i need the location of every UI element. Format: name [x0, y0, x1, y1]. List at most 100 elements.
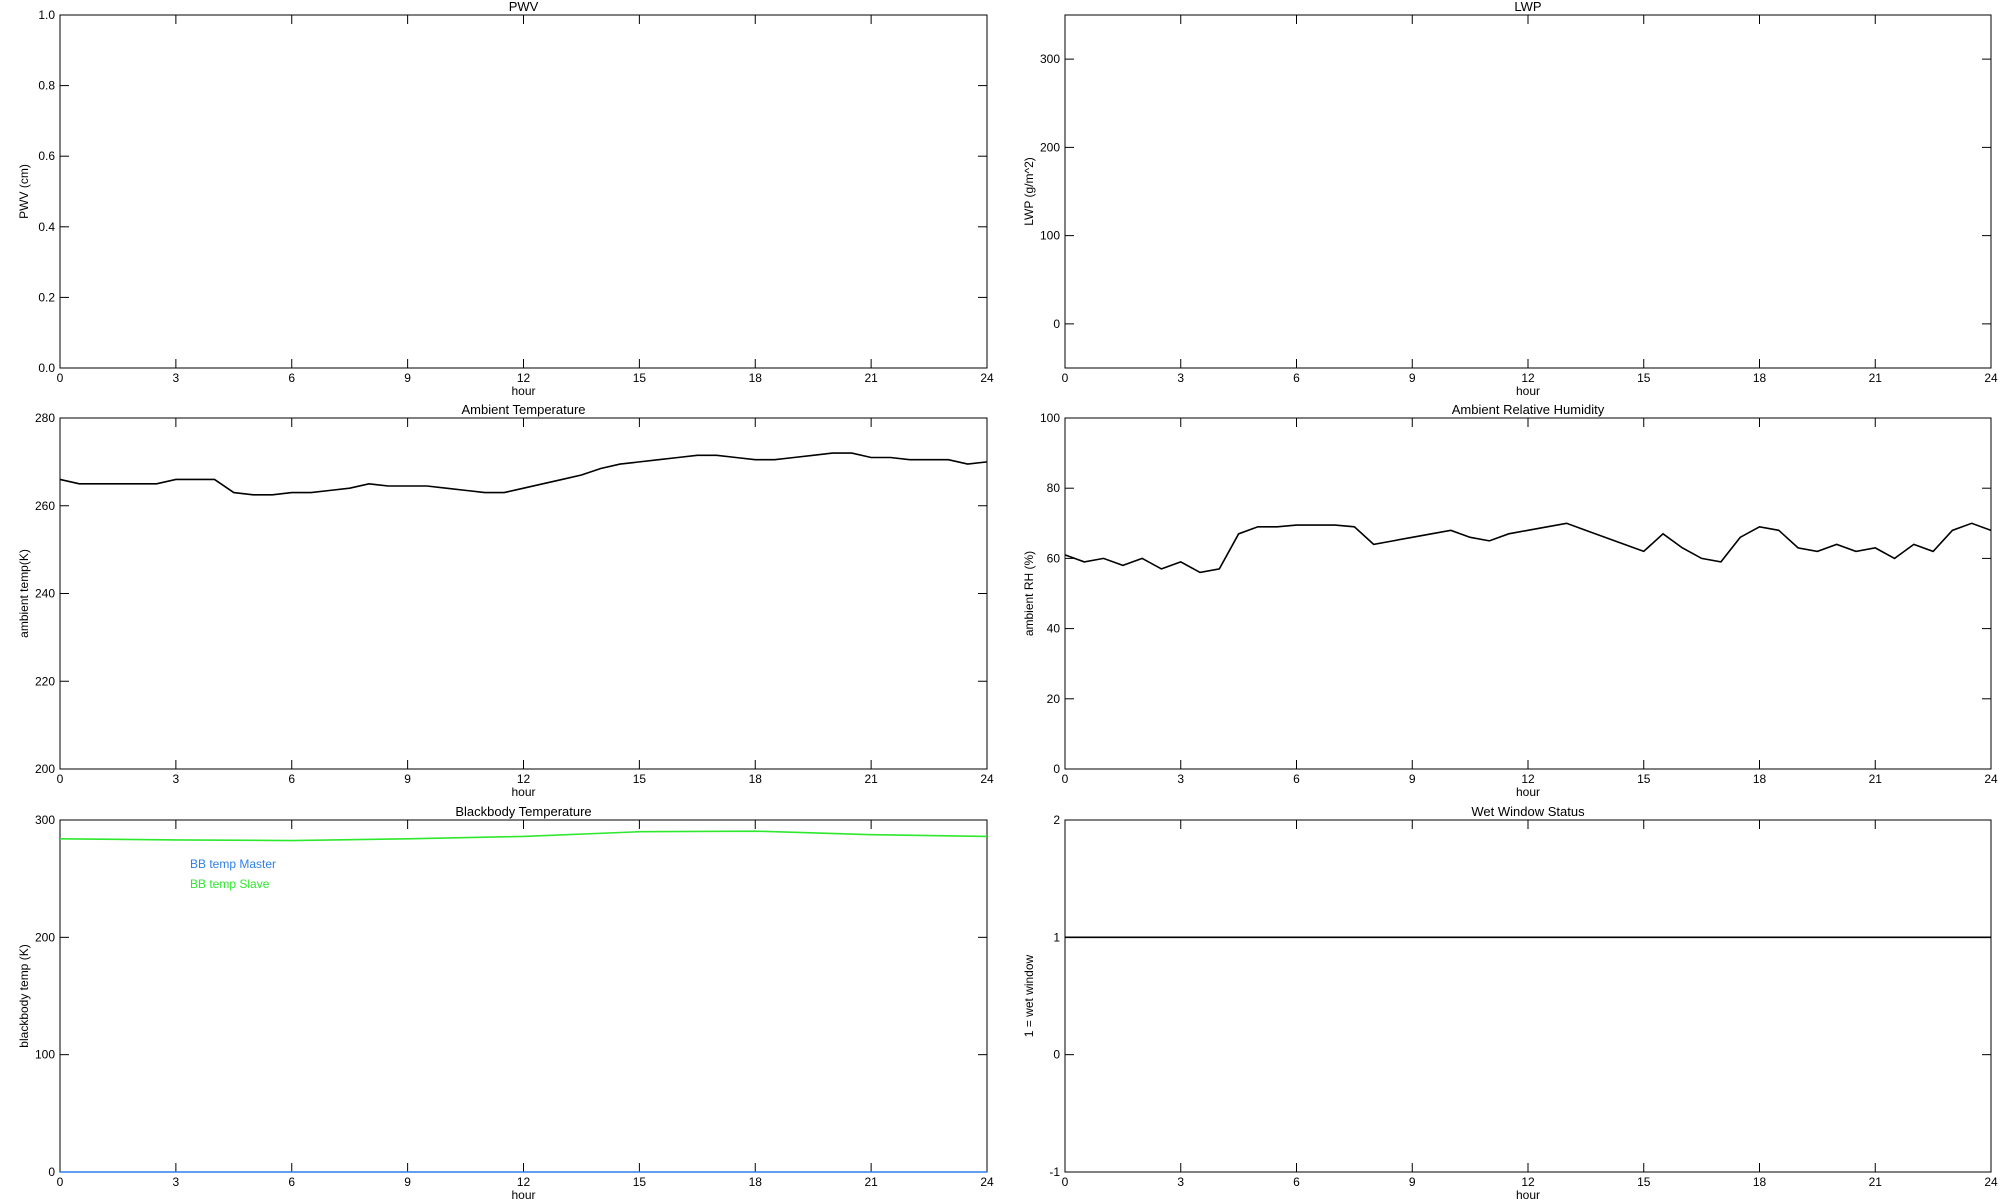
- x-tick-label: 21: [1869, 772, 1883, 786]
- plot-frame: [59, 14, 988, 369]
- y-tick-label: 100: [1040, 229, 1060, 243]
- x-tick-label: 12: [1521, 772, 1535, 786]
- x-tick-label: 21: [1869, 371, 1883, 385]
- x-tick-label: 24: [980, 1175, 994, 1189]
- chart-panel: PWV hour PWV (cm) 0 3 6 9 12 15 18 21 24 0.0 0.2 0.4 0.…: [17, 0, 994, 398]
- y-tick-label: -1: [1049, 1165, 1060, 1179]
- x-tick-label: 24: [1984, 1175, 1998, 1189]
- x-tick-label: 3: [173, 1175, 180, 1189]
- y-tick-label: 0: [48, 1165, 55, 1179]
- chart-panel: Blackbody Temperature hour blackbody temp …: [17, 804, 994, 1200]
- x-tick-label: 9: [1409, 1175, 1416, 1189]
- x-tick-label: 18: [749, 1175, 763, 1189]
- y-axis-label: PWV (cm): [17, 164, 31, 219]
- data-line: [59, 452, 988, 496]
- x-tick-label: 0: [57, 1175, 64, 1189]
- x-tick-label: 12: [517, 371, 531, 385]
- y-axis-label: ambient temp(K): [17, 549, 31, 638]
- x-tick-label: 12: [517, 1175, 531, 1189]
- y-tick-label: 0.8: [38, 79, 55, 93]
- plot-frame: [59, 819, 988, 1173]
- x-tick-label: 15: [1637, 772, 1651, 786]
- x-tick-label: 0: [1062, 1175, 1069, 1189]
- x-axis-label: hour: [511, 1188, 535, 1200]
- x-tick-label: 6: [1293, 1175, 1300, 1189]
- chart-panel: LWP hour LWP (g/m^2) 0 3 6 9 12 15 18 21 24 0 100 200 3…: [1022, 0, 1998, 398]
- y-tick-label: 280: [35, 411, 55, 425]
- y-tick-label: 0.4: [38, 220, 55, 234]
- x-axis-label: hour: [511, 785, 535, 799]
- x-tick-label: 24: [1984, 371, 1998, 385]
- y-tick-label: 1.0: [38, 8, 55, 22]
- x-tick-label: 0: [57, 371, 64, 385]
- x-tick-label: 15: [1637, 1175, 1651, 1189]
- x-tick-label: 9: [404, 1175, 411, 1189]
- plot-frame: [59, 417, 988, 770]
- legend-entry: BB temp Master: [190, 857, 276, 871]
- x-tick-label: 3: [1177, 1175, 1184, 1189]
- x-tick-label: 24: [980, 371, 994, 385]
- chart-title: Ambient Temperature: [461, 402, 585, 417]
- y-tick-label: 20: [1047, 692, 1061, 706]
- y-tick-label: 0.2: [38, 290, 55, 304]
- y-axis-label: ambient RH (%): [1022, 551, 1036, 636]
- x-tick-label: 9: [404, 772, 411, 786]
- x-tick-label: 6: [288, 371, 295, 385]
- x-tick-label: 3: [1177, 371, 1184, 385]
- chart-title: PWV: [509, 0, 539, 14]
- x-tick-label: 12: [1521, 371, 1535, 385]
- y-tick-label: 100: [1040, 411, 1060, 425]
- x-tick-label: 0: [57, 772, 64, 786]
- x-tick-label: 3: [173, 371, 180, 385]
- x-tick-label: 15: [633, 371, 647, 385]
- x-tick-label: 21: [864, 1175, 878, 1189]
- plot-frame: [1064, 417, 1992, 770]
- y-tick-label: 80: [1047, 481, 1061, 495]
- y-tick-label: 1: [1053, 930, 1060, 944]
- y-tick-label: 100: [35, 1048, 55, 1062]
- y-tick-label: 0.6: [38, 149, 55, 163]
- chart-panel: Ambient Relative Humidity hour ambient RH …: [1022, 402, 1998, 799]
- x-tick-label: 6: [288, 772, 295, 786]
- x-tick-label: 24: [1984, 772, 1998, 786]
- y-tick-label: 2: [1053, 813, 1060, 827]
- chart-title: Blackbody Temperature: [455, 804, 591, 819]
- data-line: [1064, 522, 1992, 574]
- x-tick-label: 9: [1409, 772, 1416, 786]
- x-axis-label: hour: [1516, 384, 1540, 398]
- y-axis-label: 1 = wet window: [1022, 954, 1036, 1037]
- y-tick-label: 200: [1040, 140, 1060, 154]
- legend-entry: BB temp Slave: [190, 877, 270, 891]
- y-tick-label: 220: [35, 674, 55, 688]
- y-tick-label: 40: [1047, 622, 1061, 636]
- x-tick-label: 3: [173, 772, 180, 786]
- x-tick-label: 18: [749, 772, 763, 786]
- x-tick-label: 6: [288, 1175, 295, 1189]
- x-tick-label: 18: [1753, 772, 1767, 786]
- y-tick-label: 300: [1040, 52, 1060, 66]
- data-line: [59, 830, 988, 842]
- y-tick-label: 200: [35, 930, 55, 944]
- x-tick-label: 18: [1753, 371, 1767, 385]
- x-axis-label: hour: [1516, 1188, 1540, 1200]
- x-tick-label: 18: [749, 371, 763, 385]
- y-tick-label: 60: [1047, 551, 1061, 565]
- plot-frame: [1064, 14, 1992, 369]
- y-tick-label: 240: [35, 587, 55, 601]
- x-tick-label: 21: [864, 371, 878, 385]
- x-tick-label: 9: [1409, 371, 1416, 385]
- x-tick-label: 0: [1062, 371, 1069, 385]
- x-tick-label: 12: [517, 772, 531, 786]
- chart-title: LWP: [1514, 0, 1541, 14]
- x-tick-label: 15: [1637, 371, 1651, 385]
- y-tick-label: 200: [35, 762, 55, 776]
- chart-panel: Wet Window Status hour 1 = wet window 0 3 6 9 1…: [1022, 804, 1998, 1200]
- x-tick-label: 21: [1869, 1175, 1883, 1189]
- x-tick-label: 24: [980, 772, 994, 786]
- x-tick-label: 0: [1062, 772, 1069, 786]
- x-axis-label: hour: [511, 384, 535, 398]
- chart-title: Wet Window Status: [1471, 804, 1585, 819]
- y-axis-label: blackbody temp (K): [17, 944, 31, 1047]
- y-tick-label: 0: [1053, 762, 1060, 776]
